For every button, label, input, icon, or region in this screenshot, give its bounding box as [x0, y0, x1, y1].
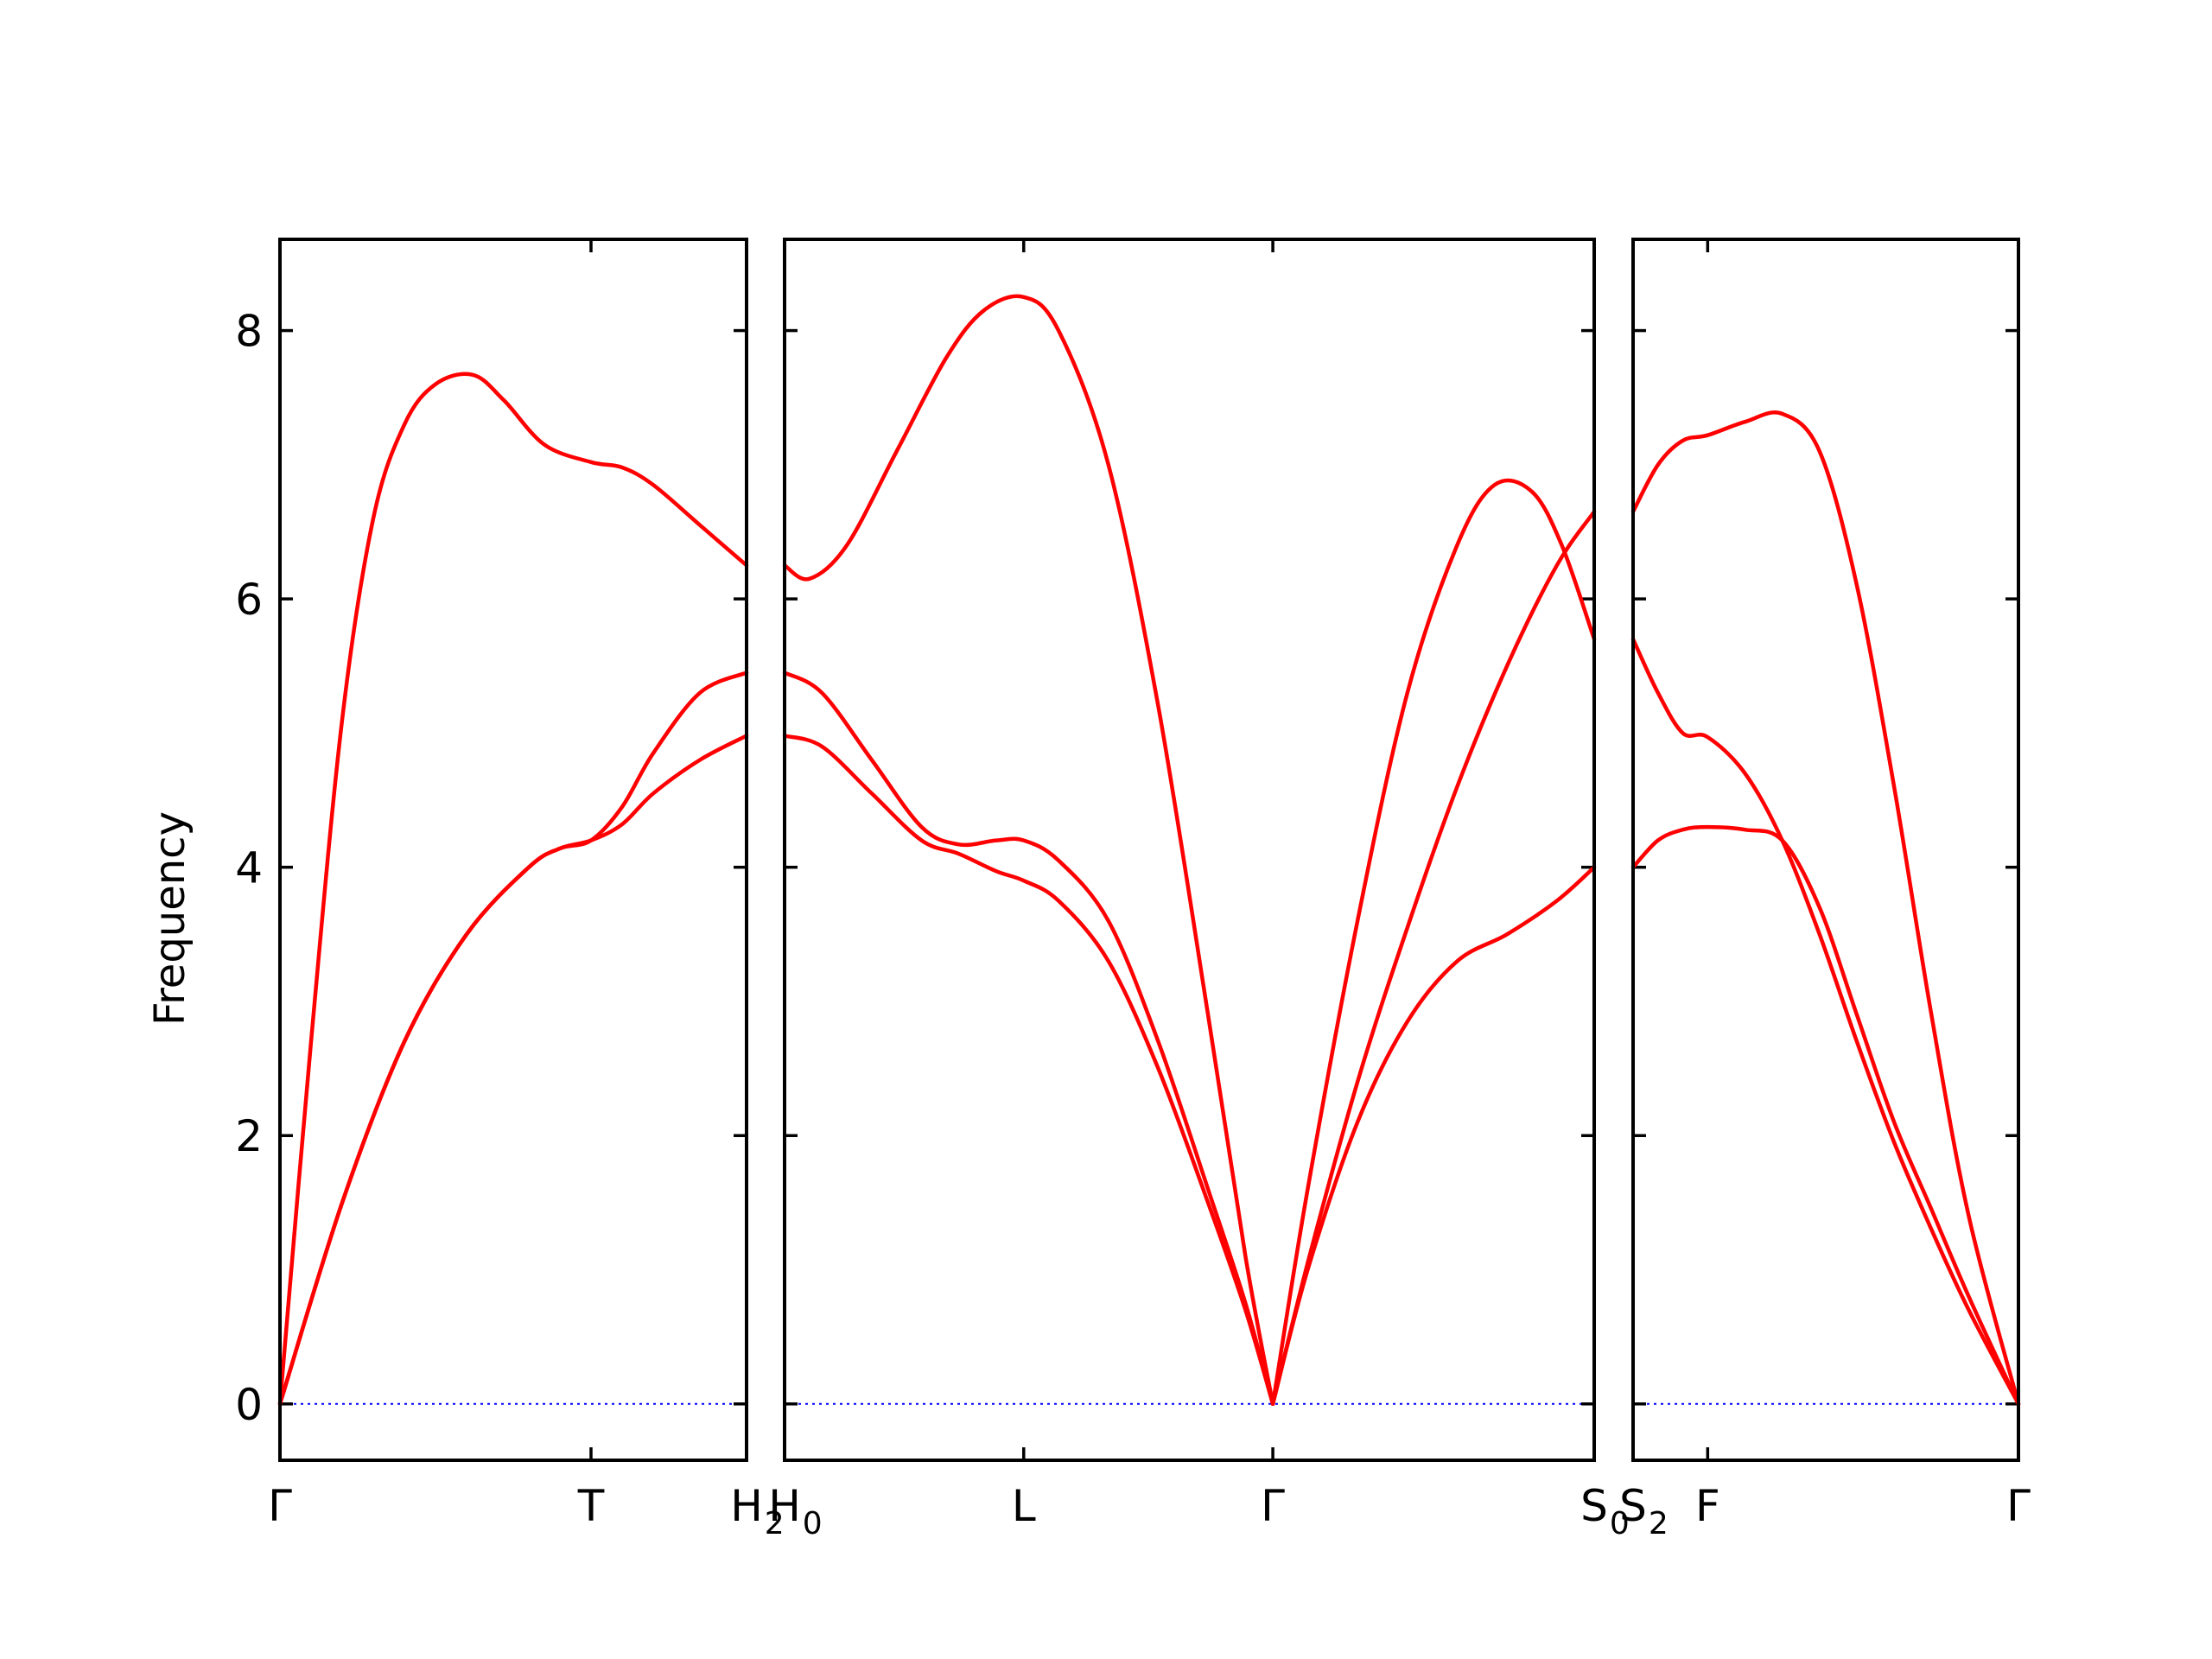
band-3-line [1630, 824, 2021, 1407]
y-tick-label: 8 [235, 307, 263, 357]
x-tick-label: L [1012, 1481, 1036, 1531]
panel-frame [1631, 238, 2020, 1462]
x-tick-label: F [1695, 1481, 1720, 1531]
y-tick-label: 0 [235, 1380, 263, 1430]
x-tick-label: T [577, 1481, 605, 1531]
y-tick-label: 4 [235, 843, 263, 893]
y-axis-label: Frequency [146, 811, 194, 1026]
band-3-line [782, 734, 1275, 1407]
panel-frame [278, 238, 748, 1462]
band-3-line [277, 734, 749, 1407]
band-5-line [1270, 509, 1597, 1407]
band-1-line [1630, 410, 2021, 1407]
y-tick-label: 6 [235, 575, 263, 625]
band-2-line [782, 671, 1275, 1407]
x-tick-label: Γ [1261, 1481, 1285, 1531]
panel-frame [783, 238, 1596, 1462]
x-tick-label: S [1619, 1481, 1647, 1531]
band-6-line [1270, 865, 1597, 1407]
band-4-line [1270, 478, 1597, 1407]
x-tick-label-subscript: 2 [1649, 1506, 1669, 1541]
x-tick-label: Γ [2006, 1481, 2031, 1531]
x-tick-label: S [1580, 1481, 1608, 1531]
band-2-line [1630, 637, 2021, 1407]
x-tick-label-subscript: 0 [803, 1506, 823, 1541]
band-1-line [277, 372, 749, 1407]
x-tick-label: H [768, 1481, 801, 1531]
band-2-line [277, 671, 749, 1407]
band-1-line [782, 294, 1275, 1407]
x-tick-label: Γ [268, 1481, 292, 1531]
y-tick-label: 2 [235, 1111, 263, 1161]
x-tick-label-subscript: 2 [765, 1506, 785, 1541]
x-tick-label-subscript: 0 [1610, 1506, 1630, 1541]
x-tick-label: H [730, 1481, 763, 1531]
